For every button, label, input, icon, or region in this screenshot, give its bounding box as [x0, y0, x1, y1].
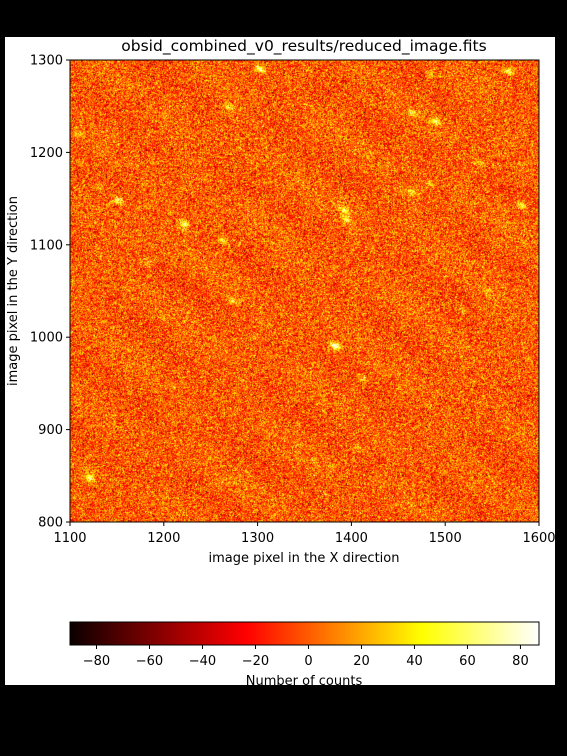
y-tick-label: 900 — [38, 423, 63, 438]
x-axis-ticks: 1100 1200 1300 1400 1500 1600 — [53, 522, 555, 546]
y-tick-label: 1200 — [30, 146, 63, 161]
colorbar-tick-label: 60 — [459, 654, 476, 669]
colorbar-tick-label: −40 — [189, 654, 216, 669]
x-axis-label: image pixel in the X direction — [209, 551, 400, 566]
x-tick-label: 1400 — [335, 531, 368, 546]
y-axis-ticks: 800 900 1000 1100 1200 1300 — [30, 54, 70, 531]
colorbar-ticks: −80 −60 −40 −20 0 20 40 60 80 — [83, 645, 529, 669]
plot-frame — [69, 59, 540, 523]
chart-title: obsid_combined_v0_results/reduced_image.… — [121, 37, 486, 56]
figure: obsid_combined_v0_results/reduced_image.… — [5, 37, 555, 685]
y-tick-label: 1000 — [30, 331, 63, 346]
colorbar-tick-label: 20 — [353, 654, 370, 669]
x-tick-label: 1200 — [147, 531, 180, 546]
heatmap-image — [70, 60, 539, 522]
colorbar-tick-label: −60 — [136, 654, 163, 669]
image-canvas-holder — [70, 60, 539, 522]
colorbar-tick-label: 80 — [512, 654, 529, 669]
y-tick-label: 800 — [38, 516, 63, 531]
x-tick-label: 1100 — [53, 531, 86, 546]
y-axis-label: image pixel in the Y direction — [6, 196, 21, 386]
x-tick-label: 1500 — [429, 531, 462, 546]
figure-svg: obsid_combined_v0_results/reduced_image.… — [6, 37, 555, 685]
x-tick-label: 1300 — [241, 531, 274, 546]
colorbar-tick-label: 40 — [406, 654, 423, 669]
colorbar-label: Number of counts — [246, 674, 363, 685]
colorbar: −80 −60 −40 −20 0 20 40 60 80 Number of counts — [69, 621, 540, 685]
colorbar-tick-label: 0 — [304, 654, 312, 669]
image-plot — [69, 59, 540, 523]
colorbar-gradient — [69, 621, 540, 646]
y-tick-label: 1300 — [30, 54, 63, 69]
colorbar-tick-label: −80 — [83, 654, 110, 669]
x-tick-label: 1600 — [522, 531, 555, 546]
y-tick-label: 1100 — [30, 238, 63, 253]
colorbar-tick-label: −20 — [242, 654, 269, 669]
